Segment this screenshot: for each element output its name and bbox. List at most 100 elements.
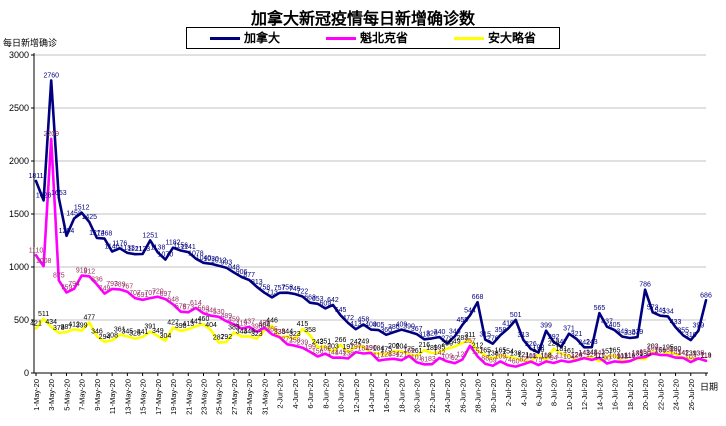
x-tick-label: 3-May-20 [47,379,56,411]
data-label-ontario: 206 [388,343,400,350]
data-label-ontario: 249 [358,339,370,346]
x-axis-title: 日期 [700,382,719,392]
data-label-ontario: 157 [601,348,613,355]
data-label-quebec: 145 [335,350,347,357]
data-label-ontario: 325 [129,331,141,338]
data-label-quebec: 60 [512,359,520,366]
data-label-ontario: 143 [578,350,590,357]
data-label-quebec: 836 [91,276,103,283]
data-label-ontario: 391 [144,324,156,331]
data-label-ontario: 287 [213,335,225,342]
data-label-ontario: 138 [510,350,522,357]
legend-label-ontario: 安大略省 [487,31,536,45]
data-label-ontario: 323 [289,331,301,338]
x-tick-label: 21-May-20 [184,379,193,415]
x-tick-label: 23-May-20 [200,379,209,415]
data-label-quebec: 81 [420,356,428,363]
data-label-ontario: 161 [563,348,575,355]
data-label-ontario: 404 [259,322,271,329]
data-label-quebec: 541 [205,308,217,315]
data-label-ontario: 251 [319,338,331,345]
data-label-ontario: 346 [243,328,255,335]
x-tick-label: 24-Jun-20 [443,379,452,413]
y-tick-label: 3000 [9,50,29,60]
data-label-canada: 409 [396,322,408,329]
legend-item-quebec: 魁北克省 [325,32,408,44]
data-label-canada: 722 [297,288,309,295]
x-tick-label: 19-May-20 [169,379,178,415]
data-label-quebec: 92 [451,355,459,362]
data-label-ontario: 398 [175,323,187,330]
x-tick-label: 8-Jun-20 [321,379,330,409]
data-label-ontario: 212 [472,343,484,350]
x-tick-label: 6-Jul-20 [535,379,544,406]
data-label-canada: 906 [236,269,248,276]
series-line-quebec [34,137,708,368]
data-label-ontario: 116 [624,353,635,360]
x-tick-label: 12-Jul-20 [580,379,589,410]
y-tick-label: 1000 [9,262,29,272]
data-label-ontario: 387 [61,324,73,331]
data-label-quebec: 142 [677,350,689,357]
x-tick-label: 13-May-20 [123,379,132,415]
data-label-canada: 541 [654,308,666,315]
data-label-quebec: 171 [654,347,666,354]
data-label-ontario: 412 [68,321,80,328]
data-label-quebec: 108 [525,354,537,361]
canada-line-swatch [209,36,240,40]
data-label-canada: 2760 [43,72,59,79]
data-label-canada: 668 [472,294,484,301]
data-label-canada: 330 [624,330,636,337]
data-label-canada: 993 [220,260,232,267]
data-label-canada: 1512 [74,205,90,212]
data-label-ontario: 148 [586,349,598,356]
data-label-quebec: 141 [578,350,590,357]
data-label-ontario: 434 [45,319,57,326]
data-label-ontario: 243 [312,339,324,346]
data-label-canada: 1251 [142,232,158,239]
data-label-quebec: 365 [266,326,278,333]
data-label-ontario: 441 [190,318,202,325]
data-label-quebec: 759 [61,285,73,292]
y-axis-title: 每日新增确诊 [3,38,58,48]
data-label-canada: 877 [243,272,255,279]
data-label-ontario: 341 [137,329,149,336]
data-label-quebec: 258 [289,338,301,345]
data-label-quebec: 134 [388,351,400,358]
data-label-ontario: 304 [160,333,172,340]
data-label-quebec: 912 [83,268,95,275]
data-label-canada: 1294 [59,228,75,235]
data-label-ontario: 229 [548,341,560,348]
data-label-ontario: 404 [205,322,217,329]
data-label-quebec: 144 [327,350,339,357]
data-label-quebec: 128 [380,351,392,358]
x-tick-label: 26-Jul-20 [687,379,696,410]
data-label-ontario: 378 [53,325,65,332]
data-label-canada: 501 [510,312,522,319]
data-label-canada: 355 [677,327,689,334]
data-label-ontario: 204 [396,343,408,350]
data-label-quebec: 143 [632,350,644,357]
data-label-ontario: 344 [236,329,248,336]
data-label-ontario: 166 [654,347,666,354]
data-label-ontario: 111 [617,353,628,360]
data-label-ontario: 175 [380,346,392,353]
data-label-quebec: 182 [319,346,331,353]
x-tick-label: 16-Jul-20 [611,379,620,410]
data-label-canada: 1176 [112,240,127,247]
data-label-ontario: 349 [152,328,164,335]
data-label-quebec: 142 [434,350,446,357]
data-label-quebec: 101 [411,354,423,361]
data-label-quebec: 184 [358,345,370,352]
data-label-ontario: 138 [487,350,499,357]
data-label-ontario: 135 [632,351,644,358]
data-label-quebec: 161 [403,348,415,355]
data-label-canada: 247 [555,339,567,346]
data-label-quebec: 614 [190,300,202,307]
data-label-ontario: 130 [639,351,651,358]
x-tick-label: 8-Jul-20 [550,379,559,406]
x-tick-label: 17-May-20 [154,379,163,415]
data-label-canada: 686 [700,292,712,299]
data-label-canada: 390 [403,324,415,331]
x-tick-label: 18-Jun-20 [397,379,406,413]
